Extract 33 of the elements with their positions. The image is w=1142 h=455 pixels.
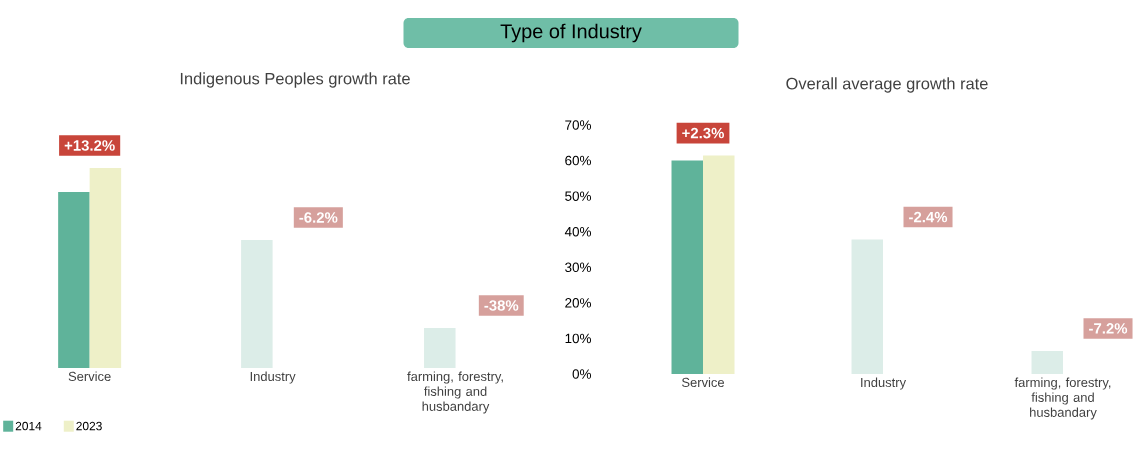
annotation: -7.2% [1089, 323, 1128, 334]
x-tick-label: Service [68, 371, 111, 382]
y-tick-label: 70% [565, 120, 592, 130]
x-tick-label: Service [682, 377, 725, 388]
x-tick-label: Industry [250, 371, 296, 384]
y-tick-label: 50% [565, 191, 592, 201]
bar [424, 328, 456, 368]
chart-title: Type of Industry [500, 23, 642, 43]
y-tick-label: 10% [565, 333, 592, 344]
annotation: -38% [484, 300, 519, 311]
chart-subtitle: Indigenous Peoples growth rate [180, 72, 410, 88]
y-tick-label: 30% [565, 262, 592, 273]
y-tick-label: 60% [565, 155, 592, 166]
x-tick-label: farming, forestry, fishing and husbandary [1014, 377, 1111, 420]
bar [89, 168, 122, 368]
x-tick-label: farming, forestry, fishing and husbandary [407, 371, 503, 414]
bar [671, 160, 704, 374]
bar [241, 240, 273, 368]
chart-title: Overall average growth rate [786, 77, 988, 93]
annotation: -2.4% [909, 211, 948, 223]
text: +13.2% [64, 140, 115, 151]
bar [58, 192, 90, 368]
x-tick-label: Industry [861, 377, 907, 390]
y-tick-label: 0% [572, 369, 592, 379]
legend-label: 2023 [76, 421, 102, 431]
annotation: +2.3% [682, 127, 724, 139]
annotation: -6.2% [299, 212, 338, 223]
bar [703, 155, 735, 374]
bar [851, 239, 884, 374]
y-tick-label: 40% [564, 226, 592, 237]
y-tick-label: 20% [565, 298, 592, 308]
bar [1031, 350, 1064, 374]
legend-label: 2014 [15, 421, 42, 431]
